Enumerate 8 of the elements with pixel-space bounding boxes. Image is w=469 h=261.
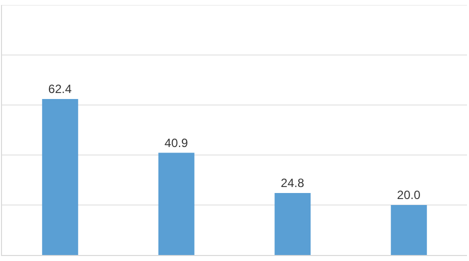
data-label: 20.0 [397, 188, 421, 202]
data-label: 40.9 [164, 136, 188, 150]
bar [42, 99, 78, 255]
bar [274, 193, 311, 255]
data-label: 62.4 [48, 82, 72, 96]
data-label: 24.8 [280, 176, 304, 190]
bar [390, 205, 427, 255]
bar [158, 152, 194, 255]
